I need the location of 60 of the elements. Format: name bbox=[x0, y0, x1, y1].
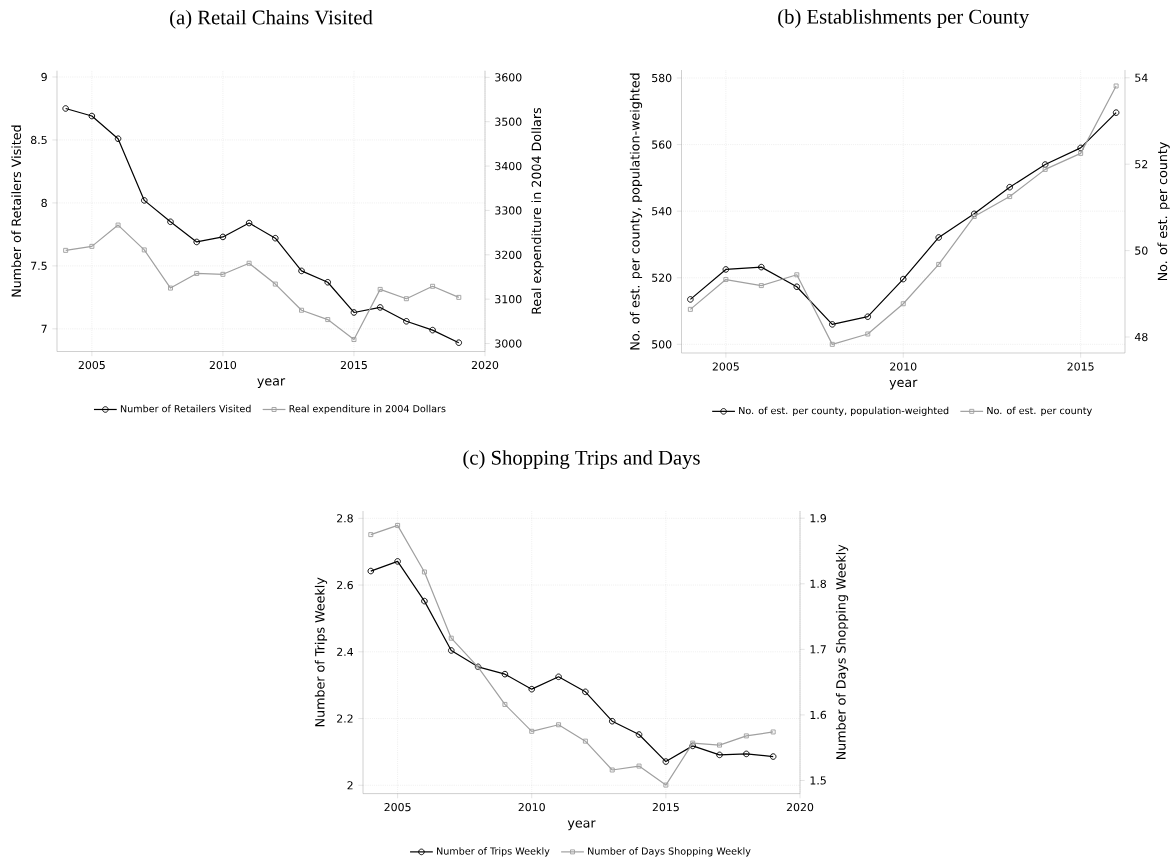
y2-tick-label: 3500 bbox=[495, 117, 522, 126]
x-axis-title: year bbox=[567, 820, 596, 831]
y2-axis-title: No. of est. per county bbox=[1157, 142, 1170, 281]
x-axis-title: year bbox=[257, 378, 286, 389]
x-tick-label: 2005 bbox=[712, 362, 739, 371]
y-tick-label: 9 bbox=[41, 72, 47, 82]
legend-label: Real expenditure in 2004 Dollars bbox=[289, 404, 446, 415]
x-tick-label: 2015 bbox=[340, 360, 367, 370]
x-tick-label: 2020 bbox=[471, 360, 499, 370]
legend-label: Number of Retailers Visited bbox=[120, 404, 251, 413]
legend-label: No. of est. per county, population-weighted bbox=[739, 406, 949, 416]
legend-label: Number of Days Shopping Weekly bbox=[588, 847, 751, 857]
y-tick-label: 7 bbox=[41, 324, 47, 333]
chart-title: (c) Shopping Trips and Days bbox=[463, 450, 700, 469]
y2-tick-label: 3400 bbox=[495, 161, 522, 171]
x-tick-label: 2020 bbox=[786, 802, 814, 812]
y-tick-label: 8 bbox=[41, 198, 47, 208]
x-tick-label: 2005 bbox=[384, 802, 411, 812]
y-tick-label: 2.2 bbox=[337, 714, 353, 723]
y-tick-label: 560 bbox=[652, 140, 672, 149]
x-axis-title: year bbox=[889, 379, 918, 390]
y-tick-label: 8.5 bbox=[30, 135, 47, 145]
y-axis-title: Number of Trips Weekly bbox=[314, 577, 328, 727]
legend-label: Number of Trips Weekly bbox=[437, 847, 550, 857]
x-tick-label: 2010 bbox=[890, 362, 917, 371]
y2-tick-label: 50 bbox=[1135, 246, 1148, 255]
y2-tick-label: 48 bbox=[1134, 332, 1148, 342]
y2-tick-label: 1.9 bbox=[810, 514, 826, 523]
y-tick-label: 7.5 bbox=[31, 261, 47, 270]
y2-tick-label: 1.8 bbox=[810, 579, 827, 588]
y-tick-label: 2 bbox=[347, 781, 353, 790]
y-tick-label: 580 bbox=[652, 73, 672, 83]
y2-tick-label: 1.6 bbox=[810, 710, 827, 720]
x-tick-label: 2010 bbox=[518, 802, 545, 812]
chart-title: (a) Retail Chains Visited bbox=[170, 9, 373, 29]
y2-tick-label: 3600 bbox=[495, 73, 522, 82]
y2-tick-label: 3100 bbox=[495, 295, 522, 304]
y2-axis-title: Real expenditure in 2004 Dollars bbox=[531, 107, 544, 314]
y-tick-label: 2.6 bbox=[337, 580, 353, 590]
y2-axis-title: Number of Days Shopping Weekly bbox=[835, 544, 849, 760]
y-tick-label: 500 bbox=[652, 340, 672, 349]
y2-tick-label: 1.7 bbox=[810, 645, 826, 654]
x-tick-label: 2015 bbox=[652, 802, 679, 812]
y-tick-label: 2.8 bbox=[337, 514, 353, 523]
legend-label: No. of est. per county bbox=[987, 406, 1092, 416]
y-axis-title: Number of Retailers Visited bbox=[11, 125, 22, 297]
y2-tick-label: 3300 bbox=[495, 206, 522, 215]
y2-tick-label: 52 bbox=[1135, 160, 1148, 169]
y-tick-label: 540 bbox=[652, 207, 672, 216]
y2-tick-label: 3200 bbox=[495, 250, 522, 259]
y-tick-label: 2.4 bbox=[337, 647, 354, 656]
y2-tick-label: 54 bbox=[1135, 73, 1148, 82]
y2-tick-label: 1.5 bbox=[810, 776, 826, 785]
chart-title: (b) Establishments per County bbox=[778, 9, 1030, 28]
y2-tick-label: 3000 bbox=[495, 339, 522, 348]
x-tick-label: 2005 bbox=[78, 360, 105, 370]
y-axis-title: No. of est. per county, population-weighted bbox=[629, 73, 643, 350]
x-tick-label: 2010 bbox=[209, 360, 237, 370]
y-tick-label: 520 bbox=[652, 273, 672, 282]
x-tick-label: 2015 bbox=[1067, 362, 1094, 371]
